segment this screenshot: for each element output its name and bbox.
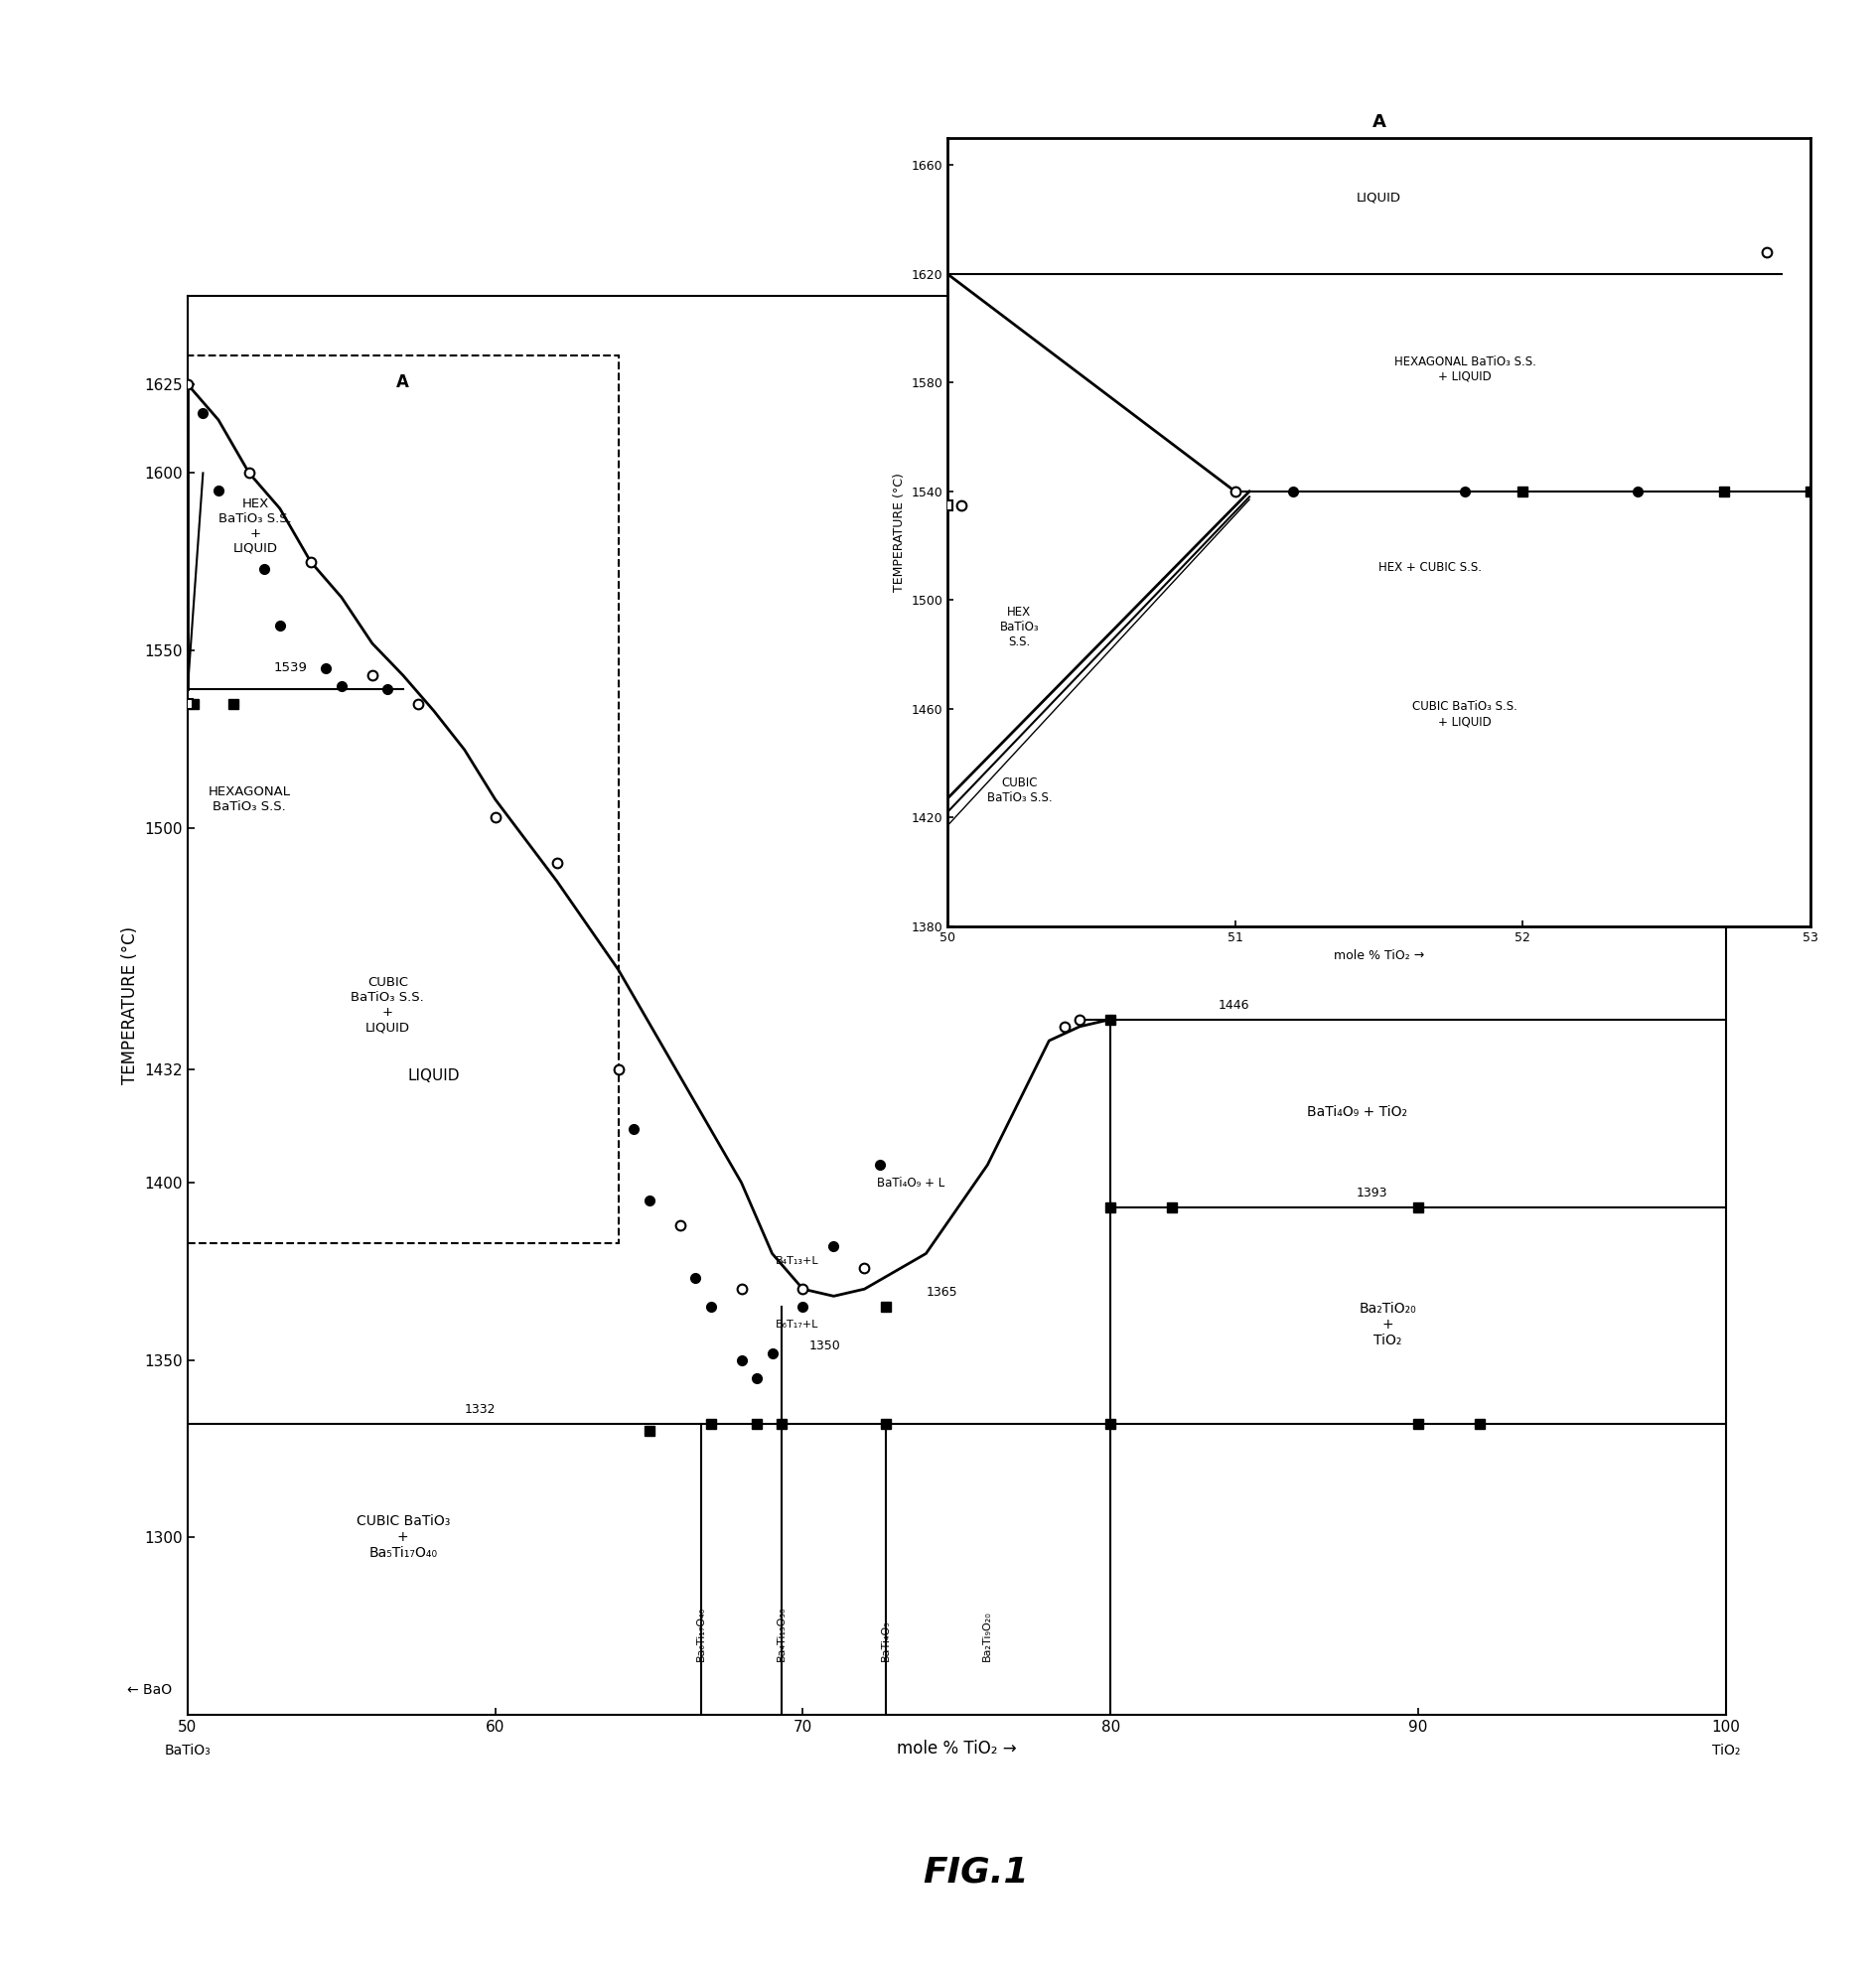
Text: TiO₂: TiO₂ — [1711, 1742, 1741, 1758]
Text: BaTi₄O₉: BaTi₄O₉ — [882, 1620, 891, 1662]
Text: 1446: 1446 — [1218, 999, 1249, 1011]
Bar — [188, 357, 619, 1244]
Text: CUBIC
BaTiO₃ S.S.
+
LIQUID: CUBIC BaTiO₃ S.S. + LIQUID — [351, 976, 424, 1035]
Text: B₆T₁₇+L: B₆T₁₇+L — [775, 1319, 818, 1330]
Text: LIQUID: LIQUID — [1356, 191, 1401, 205]
Text: HEX
BaTiO₃ S.S.
+
LIQUID: HEX BaTiO₃ S.S. + LIQUID — [219, 497, 293, 556]
Text: HEX + CUBIC S.S.: HEX + CUBIC S.S. — [1379, 562, 1482, 574]
Text: BaTiO₃: BaTiO₃ — [165, 1742, 210, 1758]
Text: CUBIC
BaTiO₃ S.S.: CUBIC BaTiO₃ S.S. — [987, 777, 1052, 804]
X-axis label: mole % TiO₂ →: mole % TiO₂ → — [1334, 950, 1424, 962]
Text: 1393: 1393 — [1356, 1187, 1388, 1200]
Text: Ba₄Ti₁₃O₃₀: Ba₄Ti₁₃O₃₀ — [777, 1606, 786, 1662]
Text: Ba₆Ti₁₇O₄₀: Ba₆Ti₁₇O₄₀ — [696, 1606, 707, 1662]
Legend: ALL LIQUID, SOLID + LIQUID PHASES, TWO SOLID PHASES, ONE SOLID PHASE: ALL LIQUID, SOLID + LIQUID PHASES, TWO S… — [1503, 302, 1718, 392]
Text: Ba₂TiO₂₀
+
TiO₂: Ba₂TiO₂₀ + TiO₂ — [1358, 1301, 1416, 1348]
Text: 1365: 1365 — [927, 1287, 957, 1299]
Text: FIG.1: FIG.1 — [923, 1855, 1028, 1890]
Text: HEXAGONAL BaTiO₃ S.S.
+ LIQUID: HEXAGONAL BaTiO₃ S.S. + LIQUID — [1394, 355, 1536, 382]
X-axis label: mole % TiO₂ →: mole % TiO₂ → — [897, 1740, 1017, 1758]
Text: CUBIC BaTiO₃ S.S.
+ LIQUID: CUBIC BaTiO₃ S.S. + LIQUID — [1413, 700, 1518, 727]
Text: LIQUID: LIQUID — [407, 1068, 460, 1084]
Text: BaTi₄O₉ + TiO₂: BaTi₄O₉ + TiO₂ — [1306, 1104, 1407, 1120]
Text: 1539: 1539 — [274, 662, 308, 674]
Text: CUBIC BaTiO₃
+
Ba₅Ti₁₇O₄₀: CUBIC BaTiO₃ + Ba₅Ti₁₇O₄₀ — [356, 1514, 450, 1561]
Text: BaTi₄O₉ + L: BaTi₄O₉ + L — [876, 1177, 944, 1189]
Text: B₄T₁₃+L: B₄T₁₃+L — [775, 1256, 818, 1265]
Text: HEX
BaTiO₃
S.S.: HEX BaTiO₃ S.S. — [1000, 605, 1039, 648]
Text: HEXAGONAL
BaTiO₃ S.S.: HEXAGONAL BaTiO₃ S.S. — [208, 786, 291, 814]
Y-axis label: TEMPERATURE (°C): TEMPERATURE (°C) — [122, 926, 139, 1084]
Text: 1332: 1332 — [465, 1403, 495, 1415]
Text: 1350: 1350 — [809, 1340, 840, 1352]
Title: A: A — [1371, 112, 1386, 130]
Text: A: A — [396, 374, 409, 392]
Text: Ba₂Ti₉O₂₀: Ba₂Ti₉O₂₀ — [983, 1610, 992, 1662]
Text: ← BaO: ← BaO — [128, 1683, 173, 1697]
Text: TiO₂
+
LIQUID: TiO₂ + LIQUID — [1240, 840, 1289, 887]
Y-axis label: TEMPERATURE (°C): TEMPERATURE (°C) — [893, 473, 906, 591]
